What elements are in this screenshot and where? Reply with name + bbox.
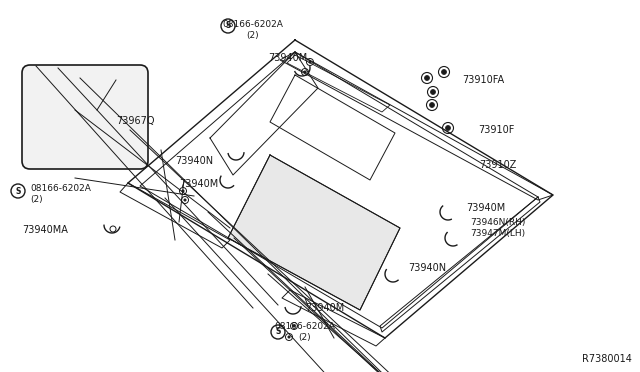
- FancyBboxPatch shape: [22, 65, 148, 169]
- Text: 73910F: 73910F: [478, 125, 515, 135]
- Text: 73940M: 73940M: [466, 203, 505, 213]
- Text: R7380014: R7380014: [582, 354, 632, 364]
- Text: 73910FA: 73910FA: [462, 75, 504, 85]
- Text: 08166-6202A
(2): 08166-6202A (2): [30, 184, 91, 204]
- Circle shape: [293, 325, 295, 327]
- Text: S: S: [15, 186, 20, 196]
- Text: 73940M: 73940M: [179, 179, 218, 189]
- Circle shape: [182, 190, 184, 192]
- Text: 73940N: 73940N: [175, 156, 213, 166]
- Text: 73946N(RH)
73947M(LH): 73946N(RH) 73947M(LH): [470, 218, 525, 238]
- Text: 73940MA: 73940MA: [22, 225, 68, 235]
- Circle shape: [424, 76, 429, 80]
- Text: 08166-6202A
(2): 08166-6202A (2): [223, 20, 284, 40]
- Circle shape: [304, 71, 306, 73]
- Circle shape: [288, 336, 290, 338]
- Circle shape: [442, 70, 447, 74]
- Circle shape: [184, 199, 186, 201]
- Polygon shape: [228, 155, 400, 310]
- Text: S: S: [275, 327, 281, 337]
- Text: S: S: [225, 22, 230, 31]
- Circle shape: [429, 103, 435, 108]
- Text: 73940M: 73940M: [268, 53, 307, 63]
- Text: 08166-6202A
(2): 08166-6202A (2): [275, 322, 335, 342]
- Text: 73940N: 73940N: [408, 263, 446, 273]
- Circle shape: [431, 90, 435, 94]
- Circle shape: [309, 61, 311, 63]
- Text: 73910Z: 73910Z: [479, 160, 516, 170]
- Text: 73967Q: 73967Q: [116, 116, 154, 126]
- Circle shape: [445, 125, 451, 131]
- Text: 73940M: 73940M: [305, 303, 344, 313]
